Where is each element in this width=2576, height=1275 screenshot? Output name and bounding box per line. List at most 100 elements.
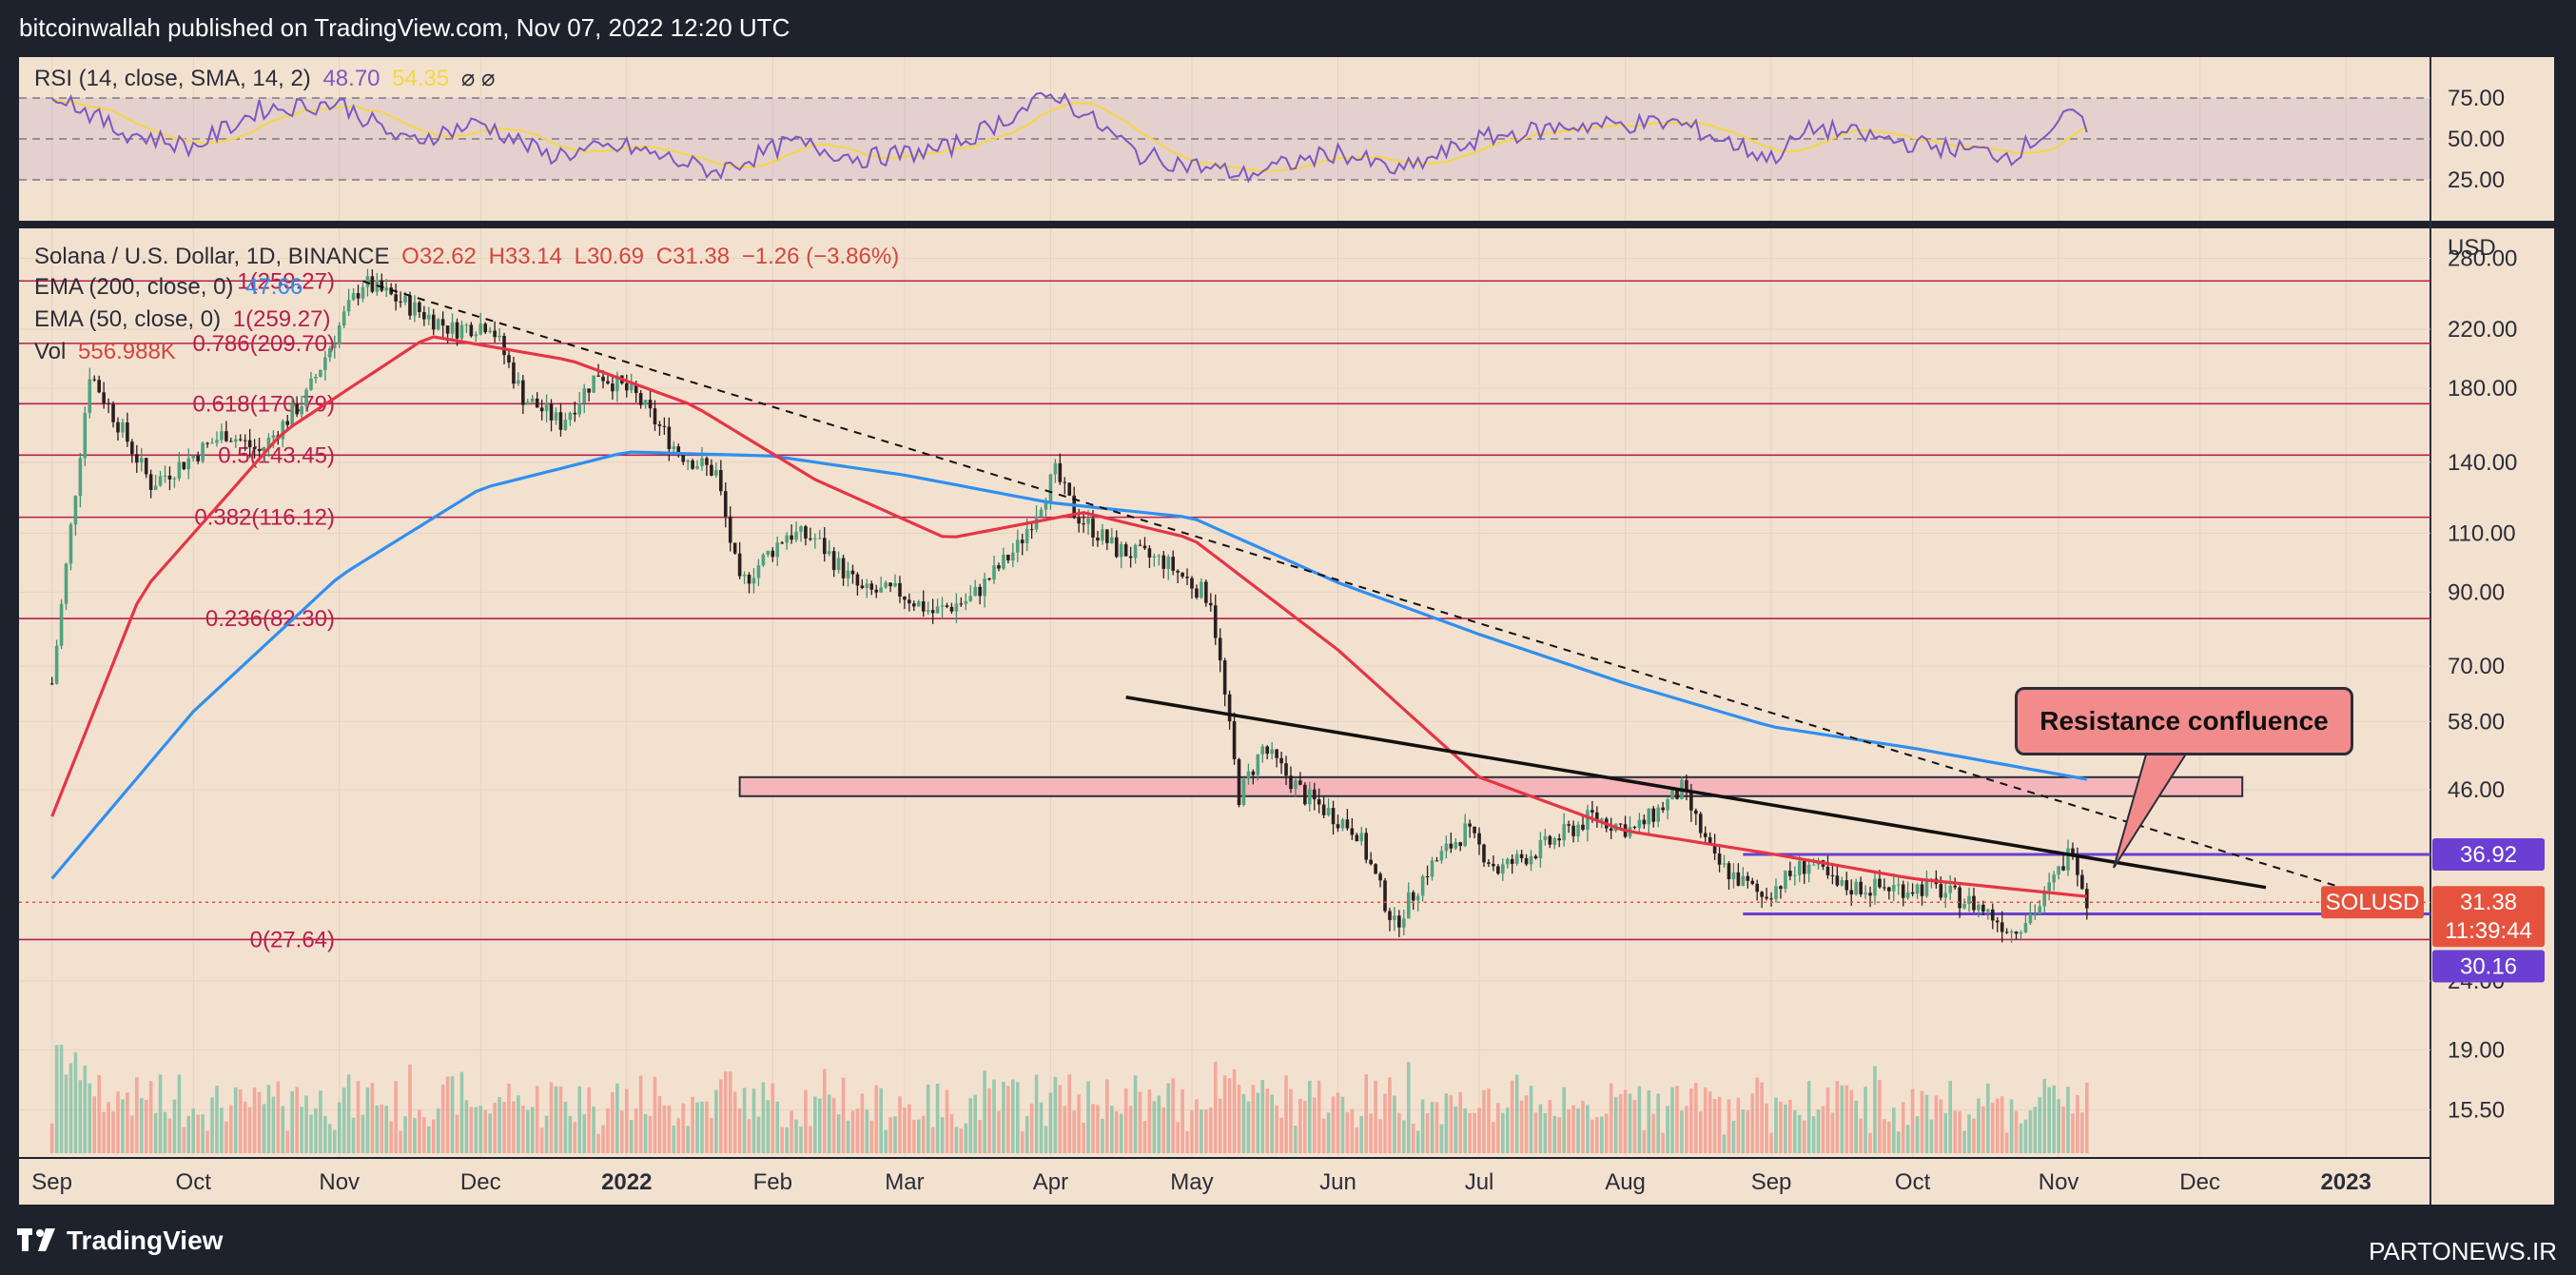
candle-body (855, 574, 860, 586)
candle-body (1265, 746, 1270, 755)
volume-bar (747, 1119, 751, 1153)
candle-body (431, 314, 436, 330)
candle-body (874, 589, 879, 593)
volume-bar (549, 1082, 554, 1153)
candle-body (549, 403, 554, 421)
volume-bar (97, 1074, 101, 1153)
candle-body (290, 403, 295, 425)
candle-body (1152, 556, 1157, 558)
volume-bar (68, 1063, 73, 1153)
volume-bar (276, 1081, 281, 1153)
candle-body (968, 596, 973, 601)
volume-bar (1015, 1082, 1020, 1153)
candle-body (2076, 855, 2079, 875)
candle-body (1029, 529, 1034, 531)
volume-bar (2023, 1119, 2028, 1153)
volume-bar (1500, 1112, 1505, 1153)
volume-bar (191, 1108, 196, 1153)
volume-bar (983, 1070, 986, 1153)
x-tick-label: Nov (2039, 1169, 2079, 1195)
candle-body (1213, 605, 1218, 638)
tradingview-logo[interactable]: TradingView (17, 1226, 223, 1256)
candle-body (568, 412, 573, 421)
volume-bar (1651, 1113, 1656, 1153)
volume-bar (1077, 1094, 1081, 1153)
candle-body (1096, 538, 1100, 541)
candle-body (1200, 581, 1203, 598)
volume-bar (1227, 1078, 1232, 1153)
volume-bar (719, 1079, 723, 1153)
volume-bar (817, 1098, 822, 1153)
volume-bar (1034, 1074, 1039, 1153)
candle-body (502, 335, 506, 356)
candle-body (2033, 913, 2038, 915)
volume-bar (1340, 1096, 1345, 1153)
volume-bar (1825, 1087, 1830, 1153)
candle-body (1138, 544, 1142, 546)
volume-bar (1830, 1112, 1835, 1153)
candle-body (220, 431, 224, 441)
volume-bar (1006, 1086, 1010, 1153)
volume-bar (1929, 1119, 1934, 1153)
candle-body (865, 583, 869, 589)
candle-body (728, 516, 732, 543)
volume-bar (1675, 1086, 1679, 1153)
volume-bar (158, 1074, 163, 1153)
volume-bar (1529, 1086, 1533, 1153)
volume-bar (1355, 1127, 1359, 1153)
volume-bar (1350, 1108, 1355, 1153)
candle-body (1519, 853, 1524, 858)
volume-bar (987, 1088, 991, 1153)
volume-bar (64, 1074, 68, 1153)
candle-body (121, 422, 125, 433)
candle-body (328, 348, 332, 358)
candle-body (841, 558, 846, 579)
candle-body (1227, 694, 1232, 722)
symbol-legend: Solana / U.S. Dollar, 1D, BINANCE O32.62… (34, 244, 905, 270)
volume-bar (1731, 1120, 1736, 1153)
candle-body (1232, 721, 1237, 759)
volume-bar (1533, 1112, 1538, 1153)
volume-bar (1200, 1108, 1203, 1153)
candle-body (780, 542, 784, 544)
candle-body (1840, 880, 1844, 886)
volume-bar (1044, 1126, 1048, 1153)
volume-bar (1765, 1103, 1768, 1153)
volume-bar (1661, 1132, 1665, 1153)
volume-bar (1905, 1125, 1910, 1153)
candle-body (1878, 878, 1882, 888)
label-countdown: 11:39:44 (2445, 918, 2532, 944)
volume-bar (1859, 1118, 1863, 1153)
candle-body (657, 424, 662, 426)
volume-bar (1128, 1106, 1133, 1153)
volume-bar (356, 1081, 361, 1153)
volume-bar (700, 1101, 704, 1153)
candle-body (1760, 892, 1764, 897)
candle-body (705, 458, 709, 465)
volume-bar (1750, 1093, 1755, 1153)
candle-body (247, 440, 252, 447)
volume-bar (285, 1130, 290, 1153)
candle-body (1482, 844, 1486, 863)
volume-bar (1152, 1101, 1157, 1153)
volume-bar (328, 1124, 332, 1153)
volume-bar (361, 1114, 365, 1153)
volume-bar (1289, 1089, 1293, 1153)
candle-body (1260, 746, 1265, 755)
candle-body (427, 314, 431, 320)
candle-body (1492, 863, 1495, 867)
volume-bar (822, 1069, 827, 1153)
volume-bar (1359, 1115, 1364, 1153)
candle-body (1364, 833, 1368, 860)
candle-body (751, 578, 756, 584)
candle-body (450, 322, 455, 334)
volume-bar (620, 1110, 624, 1153)
candle-body (790, 535, 793, 540)
x-tick-label: 2023 (2320, 1169, 2371, 1195)
tradingview-brand: TradingView (67, 1226, 224, 1255)
candle-body (49, 683, 54, 685)
volume-bar (1067, 1074, 1072, 1153)
candle-body (445, 325, 450, 334)
volume-bar (1514, 1074, 1519, 1153)
